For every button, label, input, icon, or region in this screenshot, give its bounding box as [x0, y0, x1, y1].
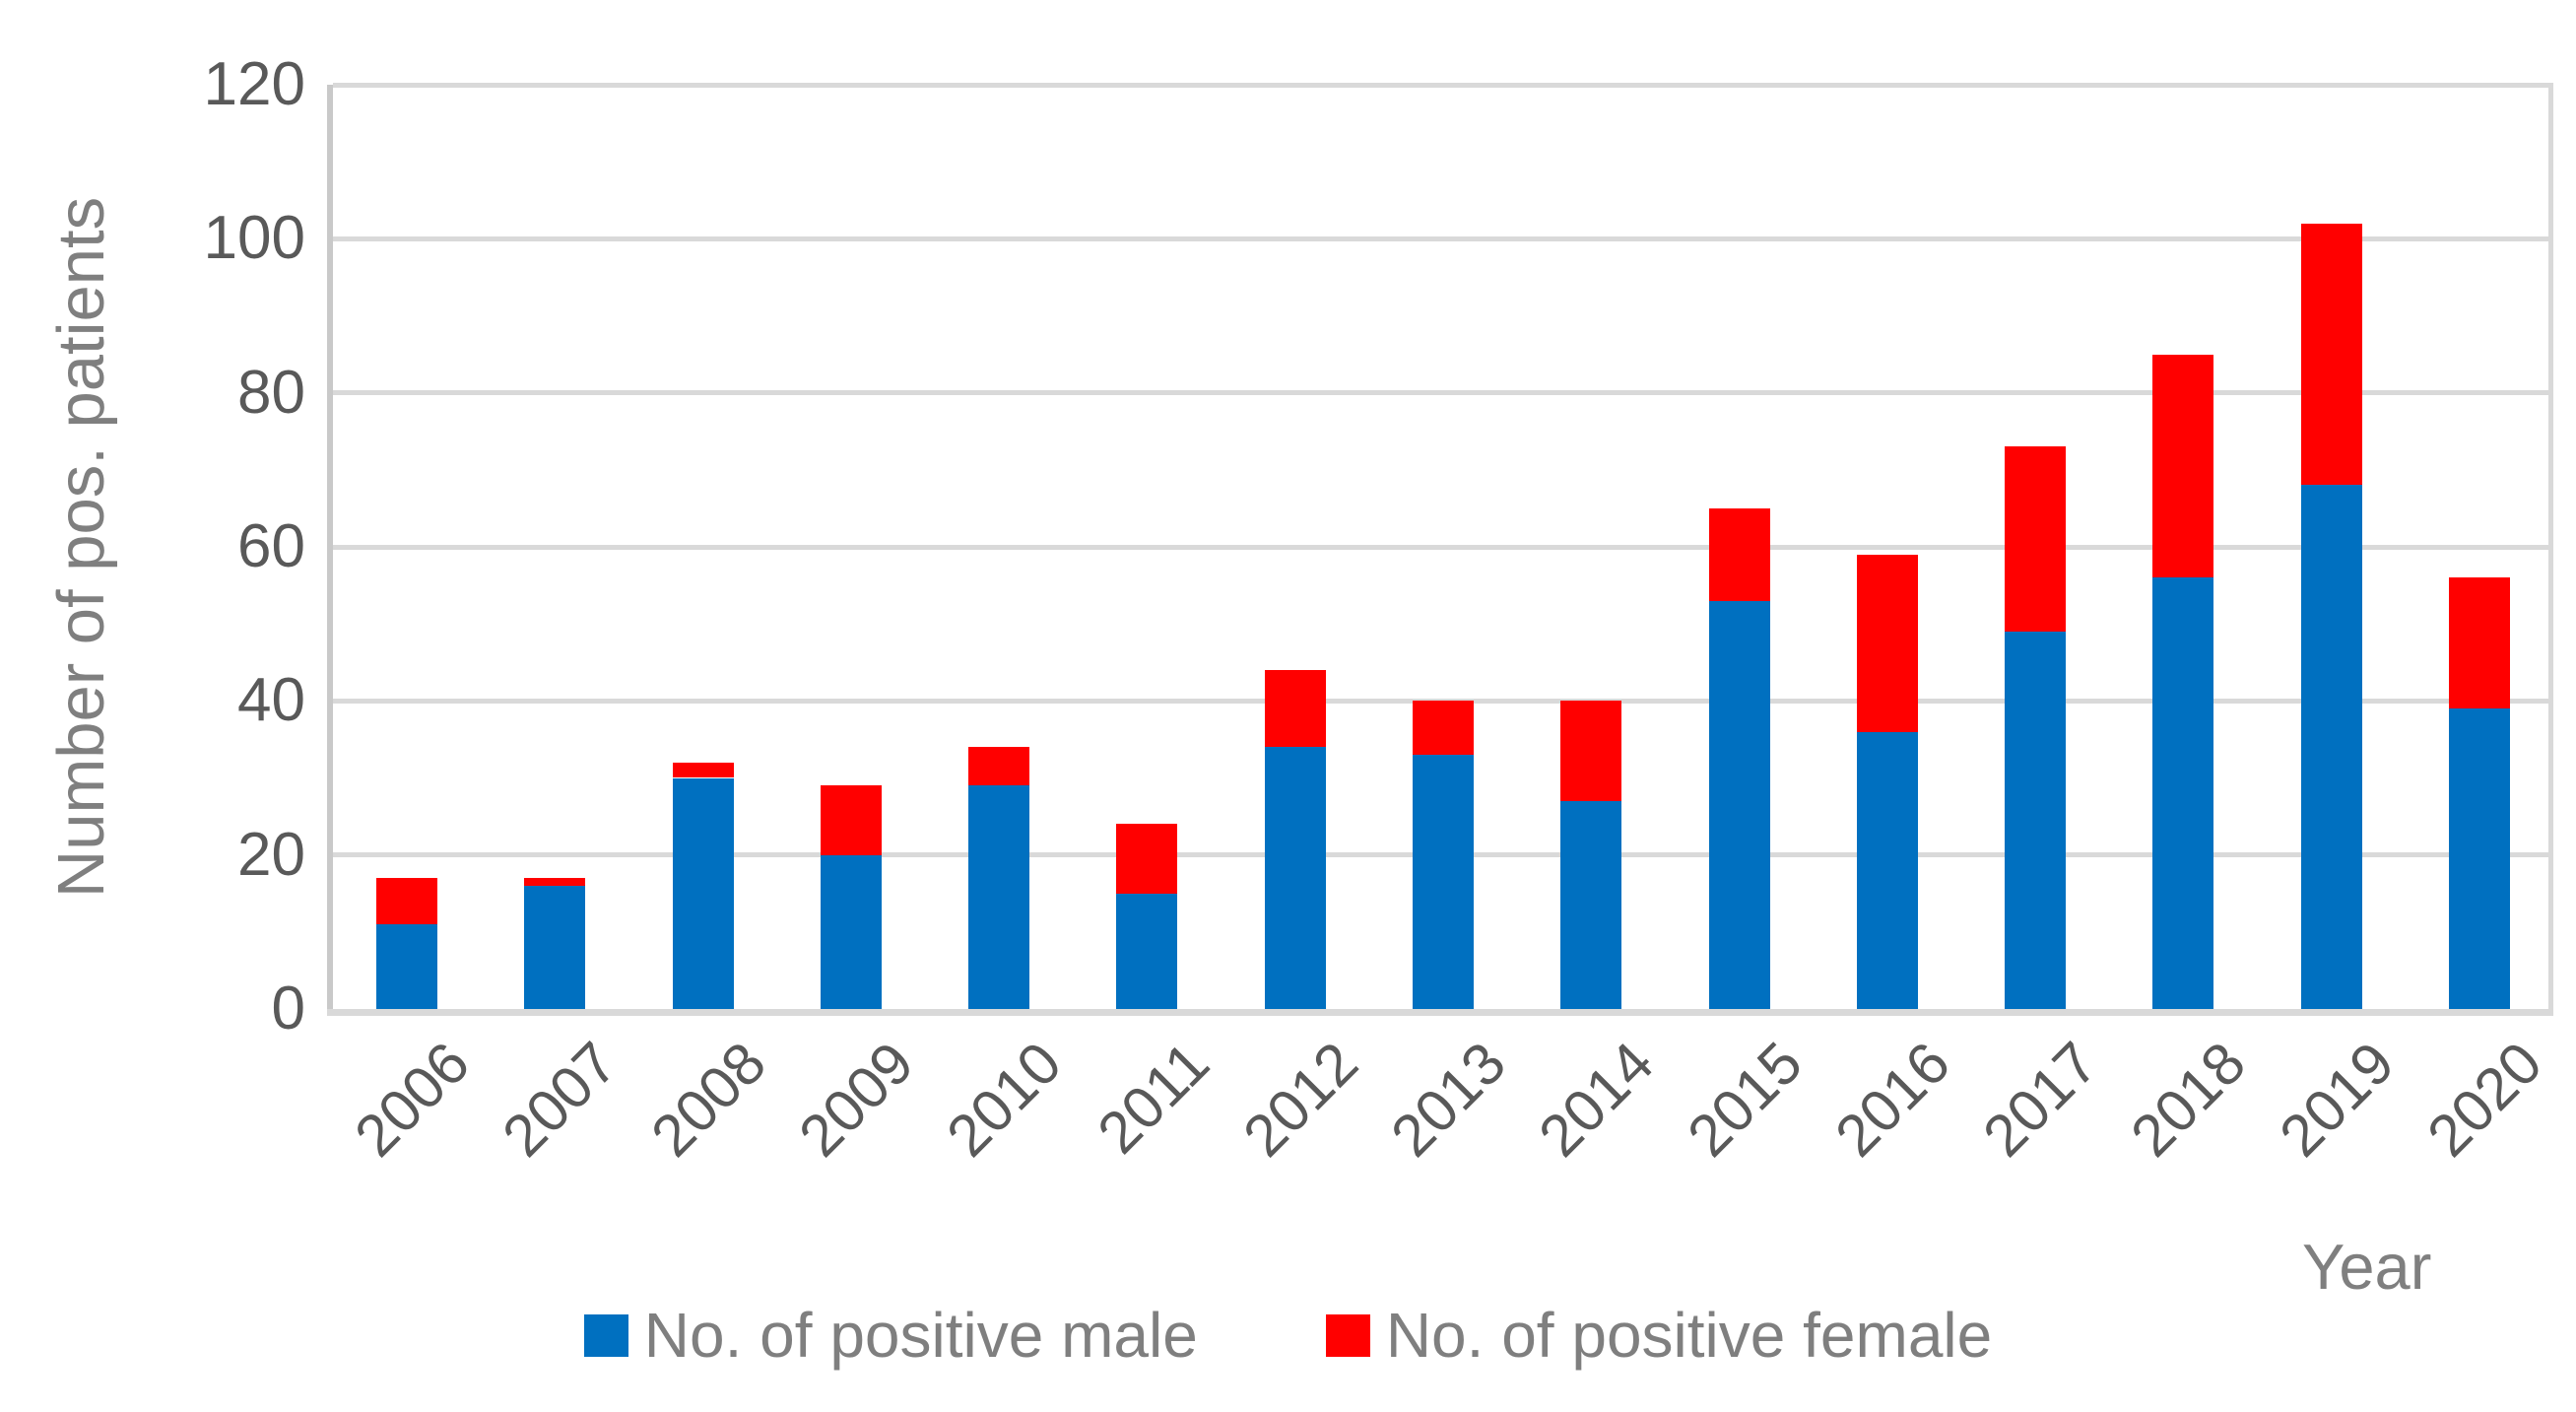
y-tick-label-0: 0 — [271, 975, 305, 1042]
bar-2017-female-segment — [2005, 446, 2067, 632]
x-axis-title: Year — [2302, 1231, 2432, 1303]
gridline-120 — [333, 82, 2553, 88]
x-tick-label-2014: 2014 — [1526, 1029, 1667, 1170]
bar-2013-male-segment — [1413, 755, 1474, 1009]
x-axis-line — [327, 1009, 2553, 1016]
gridline-100 — [333, 235, 2553, 241]
bar-2019-male-segment — [2300, 485, 2362, 1009]
x-tick-label-2008: 2008 — [637, 1029, 778, 1170]
bar-2007-female-segment — [524, 878, 586, 886]
bar-2016-male-segment — [1856, 731, 1918, 1009]
legend-item-female: No. of positive female — [1325, 1299, 1993, 1372]
bar-2014-female-segment — [1560, 701, 1622, 801]
x-tick-label-2007: 2007 — [490, 1029, 630, 1170]
y-tick-label-40: 40 — [237, 666, 305, 735]
bar-2016-female-segment — [1856, 554, 1918, 732]
bar-2018-female-segment — [2152, 354, 2214, 578]
bar-2007-male-segment — [524, 885, 586, 1009]
x-tick-label-2006: 2006 — [342, 1029, 483, 1170]
plot-border-right — [2548, 85, 2553, 1009]
bar-2017-male-segment — [2005, 631, 2067, 1009]
x-tick-label-2018: 2018 — [2118, 1029, 2259, 1170]
bar-2006-male-segment — [376, 924, 438, 1009]
bar-2011-male-segment — [1116, 893, 1178, 1009]
x-tick-label-2015: 2015 — [1674, 1029, 1815, 1170]
y-tick-label-80: 80 — [237, 358, 305, 427]
legend-swatch-male — [583, 1313, 628, 1357]
bar-2020-male-segment — [2448, 708, 2510, 1009]
x-tick-label-2016: 2016 — [1822, 1029, 1962, 1170]
x-tick-label-2017: 2017 — [1970, 1029, 2111, 1170]
bar-2006-female-segment — [376, 878, 438, 924]
bar-2008-female-segment — [672, 762, 734, 778]
y-tick-label-120: 120 — [203, 50, 305, 118]
bar-2010-male-segment — [968, 785, 1030, 1009]
bar-2008-male-segment — [672, 777, 734, 1009]
bar-2014-male-segment — [1560, 800, 1622, 1009]
y-tick-label-60: 60 — [237, 512, 305, 580]
legend: No. of positive male No. of positive fema… — [0, 1299, 2576, 1372]
bar-2013-female-segment — [1413, 701, 1474, 756]
x-tick-label-2010: 2010 — [934, 1029, 1075, 1170]
plot-area — [327, 82, 2553, 1016]
y-tick-label-100: 100 — [203, 204, 305, 273]
legend-swatch-female — [1325, 1313, 1370, 1357]
bar-2010-female-segment — [968, 747, 1030, 786]
bar-2012-male-segment — [1264, 747, 1326, 1009]
x-tick-label-2012: 2012 — [1230, 1029, 1370, 1170]
bar-2015-female-segment — [1708, 507, 1770, 601]
legend-label-female: No. of positive female — [1385, 1300, 1993, 1371]
x-tick-label-2013: 2013 — [1378, 1029, 1519, 1170]
bar-2011-female-segment — [1116, 824, 1178, 894]
x-tick-label-2009: 2009 — [786, 1029, 927, 1170]
bar-2009-male-segment — [820, 854, 882, 1009]
bar-2012-female-segment — [1264, 670, 1326, 748]
bar-2020-female-segment — [2448, 577, 2510, 709]
bar-2015-male-segment — [1708, 600, 1770, 1009]
legend-label-male: No. of positive male — [643, 1300, 1198, 1371]
y-axis-line — [327, 85, 333, 1016]
bar-2018-male-segment — [2152, 577, 2214, 1009]
bar-2009-female-segment — [820, 785, 882, 855]
bar-2019-female-segment — [2300, 223, 2362, 486]
x-tick-label-2019: 2019 — [2266, 1029, 2407, 1170]
x-tick-label-2020: 2020 — [2414, 1029, 2554, 1170]
gridline-60 — [333, 544, 2553, 550]
gridline-80 — [333, 390, 2553, 396]
y-tick-label-20: 20 — [237, 820, 305, 889]
legend-item-male: No. of positive male — [583, 1299, 1198, 1372]
x-tick-label-2011: 2011 — [1085, 1029, 1222, 1167]
